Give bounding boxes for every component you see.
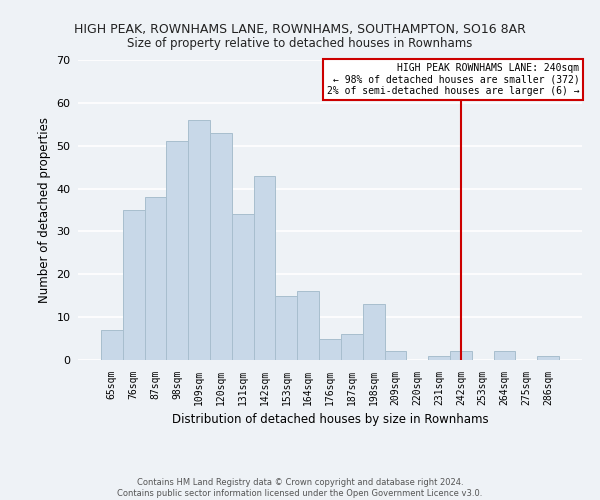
- Text: Size of property relative to detached houses in Rownhams: Size of property relative to detached ho…: [127, 38, 473, 51]
- Bar: [188, 120, 210, 360]
- Bar: [537, 356, 559, 360]
- Bar: [341, 334, 363, 360]
- Bar: [385, 352, 406, 360]
- X-axis label: Distribution of detached houses by size in Rownhams: Distribution of detached houses by size …: [172, 414, 488, 426]
- Bar: [428, 356, 450, 360]
- Bar: [363, 304, 385, 360]
- Bar: [494, 352, 515, 360]
- Bar: [319, 338, 341, 360]
- Bar: [450, 352, 472, 360]
- Y-axis label: Number of detached properties: Number of detached properties: [38, 117, 50, 303]
- Bar: [123, 210, 145, 360]
- Bar: [275, 296, 297, 360]
- Text: Contains HM Land Registry data © Crown copyright and database right 2024.
Contai: Contains HM Land Registry data © Crown c…: [118, 478, 482, 498]
- Bar: [210, 133, 232, 360]
- Text: HIGH PEAK, ROWNHAMS LANE, ROWNHAMS, SOUTHAMPTON, SO16 8AR: HIGH PEAK, ROWNHAMS LANE, ROWNHAMS, SOUT…: [74, 22, 526, 36]
- Bar: [145, 197, 166, 360]
- Bar: [254, 176, 275, 360]
- Text: HIGH PEAK ROWNHAMS LANE: 240sqm
← 98% of detached houses are smaller (372)
2% of: HIGH PEAK ROWNHAMS LANE: 240sqm ← 98% of…: [327, 63, 580, 96]
- Bar: [101, 330, 123, 360]
- Bar: [166, 142, 188, 360]
- Bar: [232, 214, 254, 360]
- Bar: [297, 292, 319, 360]
